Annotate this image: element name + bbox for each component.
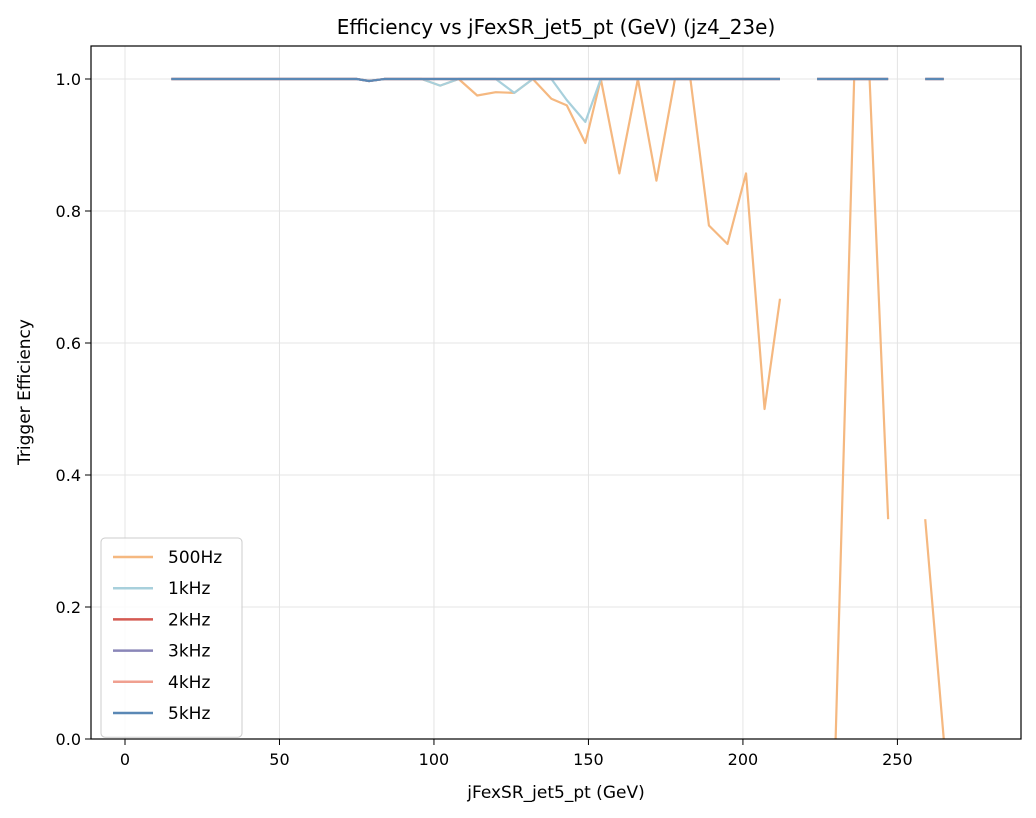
x-tick-label: 250 — [882, 750, 913, 769]
x-tick-label: 200 — [728, 750, 759, 769]
x-tick-label: 50 — [269, 750, 289, 769]
y-tick-label: 0.4 — [56, 466, 81, 485]
y-tick-label: 0.6 — [56, 334, 81, 353]
legend-label: 4kHz — [168, 673, 210, 693]
legend-label: 5kHz — [168, 704, 210, 724]
legend-label: 2kHz — [168, 610, 210, 630]
x-axis-label: jFexSR_jet5_pt (GeV) — [466, 783, 644, 803]
legend-label: 500Hz — [168, 548, 222, 568]
axes-frame — [90, 45, 1022, 740]
y-tick-label: 0.2 — [56, 598, 81, 617]
legend-label: 3kHz — [168, 642, 210, 662]
plot-area — [171, 77, 945, 739]
x-tick-label: 0 — [120, 750, 130, 769]
y-axis-ticks: 0.0 0.2 0.4 0.6 0.8 1.0 — [56, 70, 91, 749]
legend-label: 1kHz — [168, 579, 210, 599]
x-tick-label: 150 — [573, 750, 604, 769]
x-axis-ticks: 0 50 100 150 200 250 — [120, 739, 913, 769]
x-tick-label: 100 — [419, 750, 450, 769]
series-line-5khz — [171, 77, 944, 83]
y-tick-label: 0.8 — [56, 202, 81, 221]
legend: 500Hz 1kHz 2kHz 3kHz 4kHz 5kHz — [100, 537, 243, 738]
y-tick-label: 0.0 — [56, 730, 81, 749]
chart-title: Efficiency vs jFexSR_jet5_pt (GeV) (jz4_… — [337, 15, 776, 39]
series-lines — [171, 77, 945, 739]
grid-lines — [91, 46, 1021, 740]
y-axis-label: Trigger Efficiency — [15, 319, 35, 466]
y-tick-label: 1.0 — [56, 70, 81, 89]
